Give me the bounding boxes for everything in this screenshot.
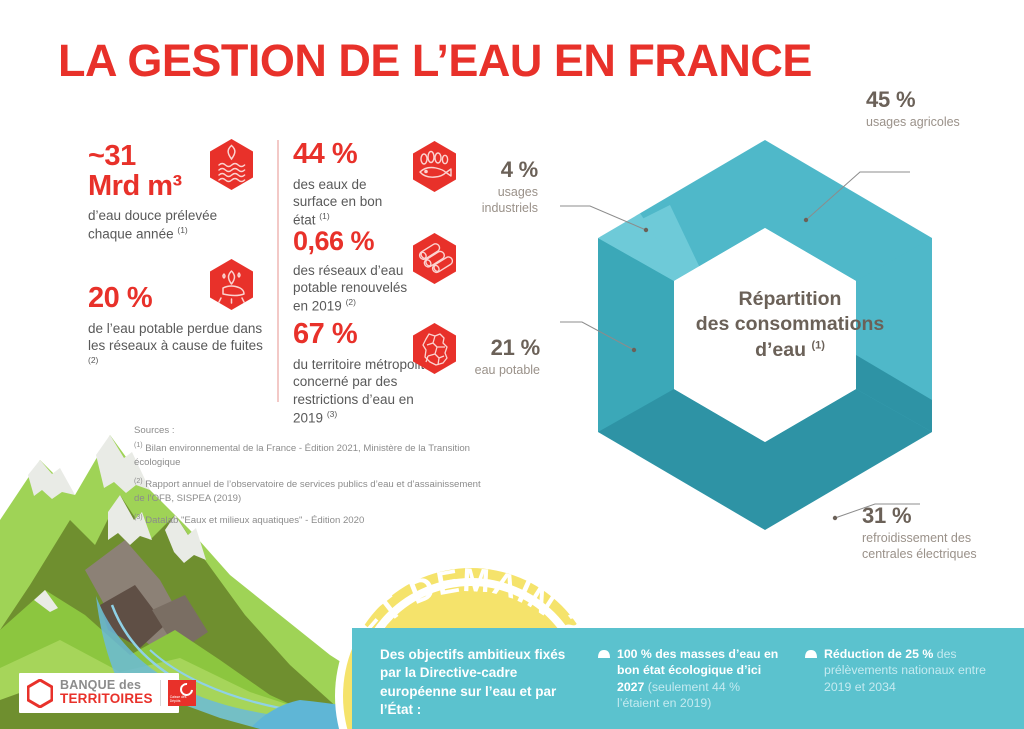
chart-center-line-3: d’eau: [755, 338, 807, 361]
stat-value: 44 %: [293, 138, 358, 170]
chart-label-value: 45 %: [866, 87, 916, 112]
pipes-icon: [411, 232, 458, 285]
banner-objective-item: Réduction de 25 % des prélèvements natio…: [805, 646, 990, 719]
stat-card-water-loss: 20 % de l’eau potable perdue dans les ré…: [88, 282, 263, 374]
chart-label-usages-industriels: 4 % usages industriels: [440, 157, 539, 216]
chart-label-desc: usages industriels: [481, 185, 538, 216]
hexagon-logo-icon: [27, 678, 53, 708]
banner-objective-item: 100 % des masses d’eau en bon état écolo…: [598, 646, 783, 719]
leaking-drop-icon: [208, 258, 255, 311]
stat-description: d’eau douce prélevée chaque année (1): [88, 208, 218, 242]
chart-label-desc: refroidissement des centrales électrique…: [862, 531, 977, 562]
logo-line-1: BANQUE des: [60, 678, 142, 693]
stat-value: 0,66 %: [293, 226, 375, 256]
source-footnote-ref: (3): [134, 513, 143, 521]
bottom-objectives-banner: Des objectifs ambitieux fixés par la Dir…: [352, 628, 1024, 729]
banner-heading: Des objectifs ambitieux fixés par la Dir…: [380, 647, 566, 718]
chart-label-refroidissement: 31 % refroidissement des centrales élect…: [862, 503, 1022, 562]
sources-label: Sources :: [134, 425, 175, 436]
chart-label-usages-agricoles: 45 % usages agricoles: [866, 87, 1016, 130]
stat-value: 20 %: [88, 282, 153, 314]
banner-objective-text: 100 % des masses d’eau en bon état écolo…: [617, 646, 783, 712]
stat-footnote-ref: (3): [326, 409, 338, 420]
stats-column-left: ~31 Mrd m³ d’eau douce prélevée chaque a…: [88, 140, 263, 374]
logo-cdc-text: Caisse des Dépôts: [169, 694, 187, 703]
stat-value: ~31: [88, 140, 136, 172]
stat-footnote-ref: (1): [177, 224, 188, 235]
stat-value-second-line: Mrd m³: [88, 169, 182, 202]
cloud-bullet-icon: [805, 650, 817, 658]
stat-description: de l’eau potable perdue dans les réseaux…: [88, 320, 263, 366]
cloud-bullet-icon: [598, 650, 610, 658]
source-footnote-ref: (1): [134, 441, 143, 449]
fish-plants-icon: [411, 140, 458, 193]
stat-card-territory-restrictions: 67 % du territoire métropolitain concern…: [293, 318, 461, 427]
chart-title-footnote-ref: (1): [811, 339, 825, 352]
stat-card-surface-water: 44 % des eaux de surface en bon état (1): [293, 138, 461, 228]
water-drop-waves-icon: [208, 138, 255, 191]
banner-objective-rest: des prélèvements nationaux entre 2019 et…: [824, 647, 987, 694]
sources-block: Sources : (1) Bilan environnemental de l…: [134, 424, 484, 535]
source-item: (3) Datalab "Eaux et milieux aquatiques"…: [134, 513, 365, 527]
stat-card-network-renewal: 0,66 % des réseaux d’eau potable renouve…: [293, 226, 461, 320]
stat-description: des eaux de surface en bon état (1): [293, 176, 383, 228]
stat-description: du territoire métropolitain concerné par…: [293, 356, 443, 426]
banner-objective-strong: Réduction de 25 %: [824, 647, 934, 661]
stat-card-fresh-water: ~31 Mrd m³ d’eau douce prélevée chaque a…: [88, 140, 263, 260]
caisse-des-depots-mark: Caisse des Dépôts: [167, 680, 196, 706]
banner-objective-text: Réduction de 25 % des prélèvements natio…: [824, 646, 990, 695]
stat-description: des réseaux d’eau potable renouvelés en …: [293, 262, 408, 314]
water-consumption-hexagon-chart: [560, 110, 980, 560]
chart-label-eau-potable: 21 % eau potable: [420, 335, 541, 378]
stat-value: 67 %: [293, 318, 358, 350]
banque-des-territoires-logo: BANQUE des TERRITOIRES Caisse des Dépôts: [19, 673, 196, 713]
stat-footnote-ref: (2): [88, 355, 99, 366]
chart-label-desc: eau potable: [474, 363, 540, 378]
banner-objective-rest: (seulement 44 % l’étaient en 2019): [617, 679, 741, 711]
chart-center-line-1: Répartition: [738, 288, 842, 310]
stat-footnote-ref: (1): [319, 211, 330, 222]
chart-label-value: 31 %: [862, 503, 912, 528]
page-title: LA GESTION DE L’EAU EN FRANCE: [58, 35, 812, 86]
column-divider: [277, 140, 279, 402]
logo-line-2: TERRITOIRES: [60, 691, 153, 707]
chart-label-value: 4 %: [500, 157, 539, 182]
logo-separator: [159, 680, 161, 706]
source-footnote-ref: (2): [134, 477, 143, 485]
source-item: (2) Rapport annuel de l’observatoire de …: [134, 477, 481, 504]
chart-center-line-2: des consommations: [695, 313, 885, 336]
stat-footnote-ref: (2): [345, 297, 356, 308]
banner-objective-strong: 100 % des masses d’eau en bon état écolo…: [617, 647, 779, 694]
chart-callout-lines: [560, 171, 920, 521]
stats-column-middle: 44 % des eaux de surface en bon état (1)…: [293, 138, 461, 427]
chart-label-value: 21 %: [490, 335, 541, 360]
chart-label-desc: usages agricoles: [866, 115, 960, 130]
france-map-icon: [411, 322, 458, 375]
source-item: (1) Bilan environnemental de la France -…: [134, 441, 471, 468]
chart-center-title: Répartition des consommations d’eau (1): [640, 287, 940, 363]
